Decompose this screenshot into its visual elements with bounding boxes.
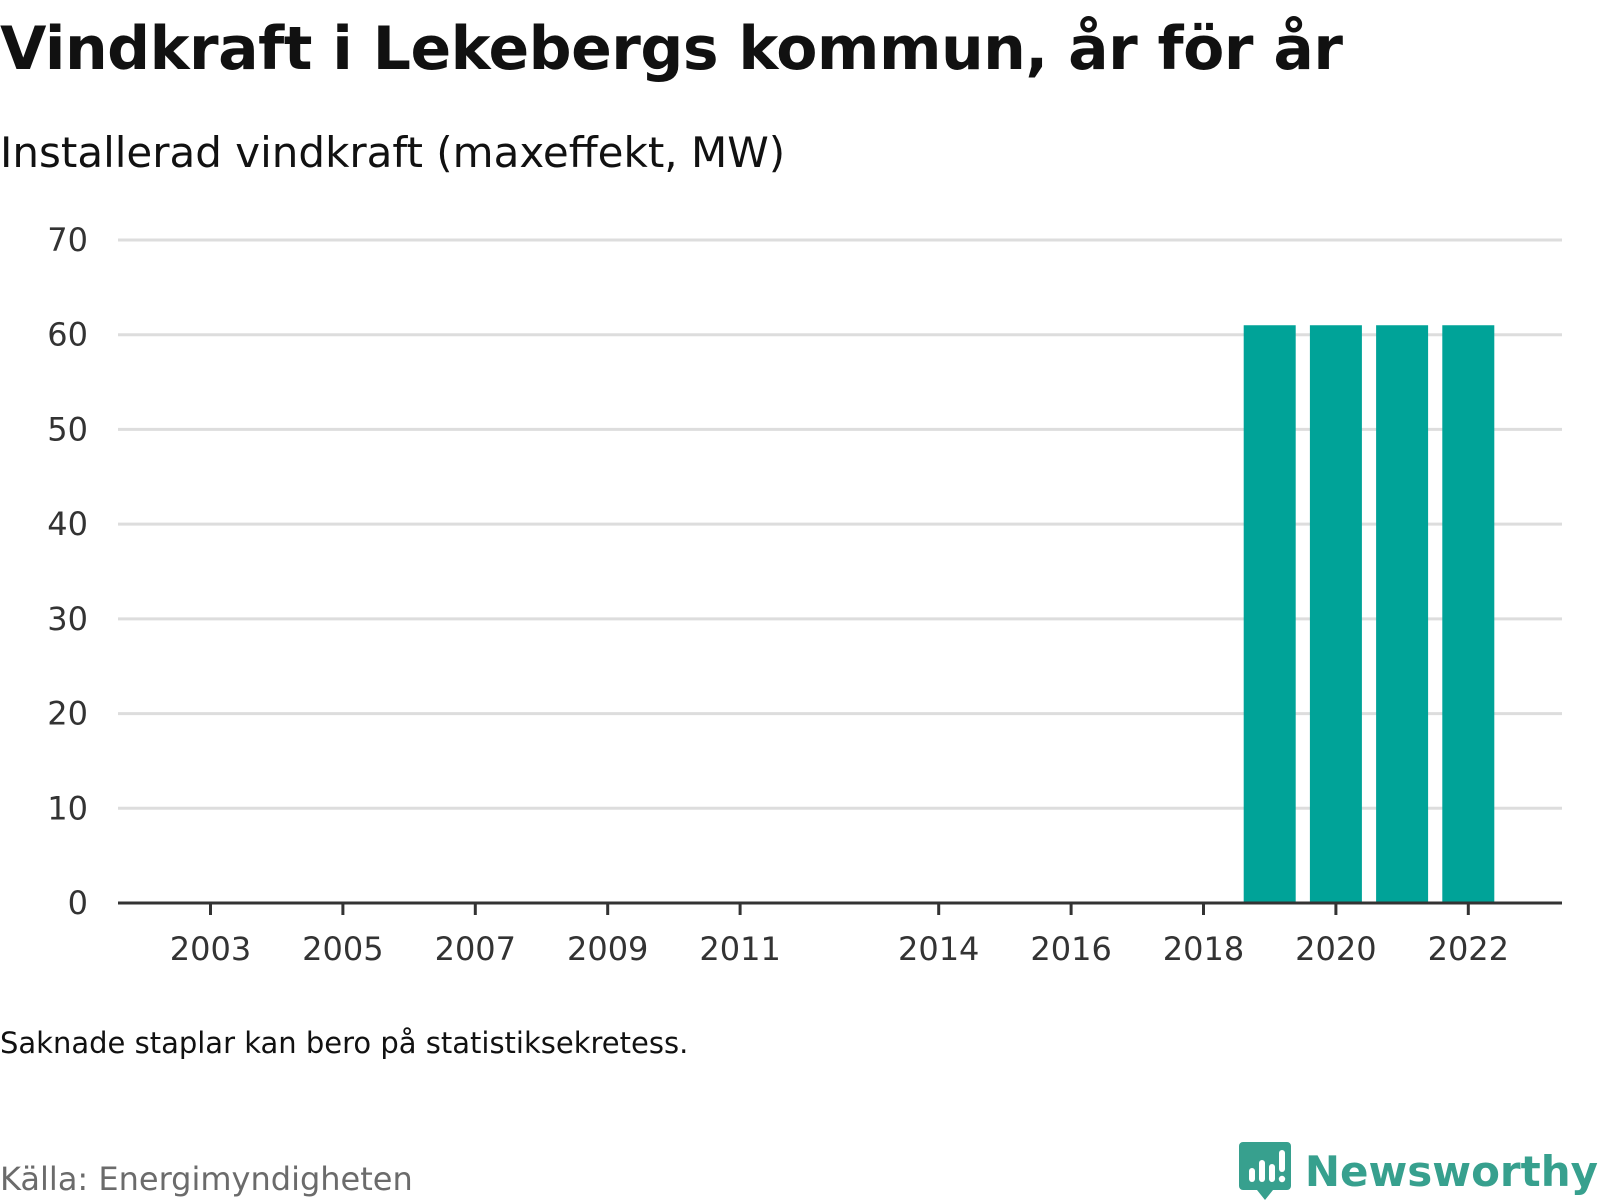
y-tick-label: 70 [47, 221, 88, 259]
x-tick-label: 2014 [898, 930, 979, 968]
source-label: Källa: Energimyndigheten [0, 1160, 413, 1198]
x-tick-label: 2007 [435, 930, 516, 968]
newsworthy-logo-icon [1239, 1142, 1291, 1200]
x-tick-label: 2009 [567, 930, 648, 968]
bar [1244, 325, 1296, 903]
x-tick-label: 2016 [1030, 930, 1111, 968]
y-tick-label: 60 [47, 316, 88, 354]
x-tick-label: 2022 [1428, 930, 1509, 968]
x-tick-label: 2005 [302, 930, 383, 968]
bars [1244, 325, 1495, 903]
y-tick-label: 40 [47, 505, 88, 543]
bar [1376, 325, 1428, 903]
y-tick-label: 0 [68, 884, 88, 922]
y-tick-label: 10 [47, 789, 88, 827]
x-tick-label: 2011 [699, 930, 780, 968]
brand-name: Newsworthy [1305, 1147, 1598, 1196]
footnote: Saknade staplar kan bero på statistiksek… [0, 1026, 688, 1060]
brand-logo: Newsworthy [1239, 1142, 1598, 1200]
x-tick-label: 2020 [1295, 930, 1376, 968]
y-tick-label: 20 [47, 695, 88, 733]
chart-title: Vindkraft i Lekebergs kommun, år för år [0, 14, 1342, 84]
x-tick-label: 2003 [170, 930, 251, 968]
bar [1442, 325, 1494, 903]
x-tick-label: 2018 [1163, 930, 1244, 968]
bar-chart: 0 10 20 30 40 50 60 70 2003 2005 2007 2009 2011 2014 2… [0, 200, 1600, 980]
y-tick-label: 50 [47, 410, 88, 448]
y-tick-label: 30 [47, 600, 88, 638]
chart-subtitle: Installerad vindkraft (maxeffekt, MW) [0, 128, 785, 177]
bar [1310, 325, 1362, 903]
